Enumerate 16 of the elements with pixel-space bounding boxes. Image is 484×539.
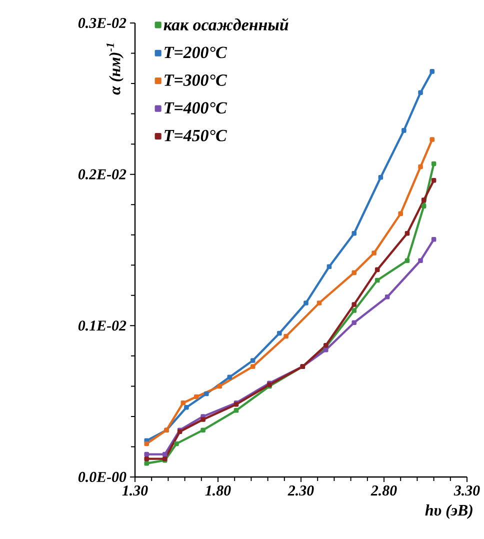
x-tick-label: 1.30 [122,486,148,496]
legend-label: T=300°C [164,74,227,86]
y-tick-label: 0.2E-02 [78,169,126,180]
legend-label: T=200°C [164,46,227,58]
legend-label: T=450°C [164,130,227,142]
x-axis-title: hυ (эВ) [425,504,472,519]
x-tick-label: 1.80 [205,486,231,496]
y-tick-label: 0.3E-02 [78,18,126,28]
x-tick-label: 2.80 [370,486,397,496]
y-tick-label: 0.0E-00 [78,472,126,482]
y-axis-title: α (нм)$^{-1}$ [106,44,124,95]
legend-label: как осажденный [164,18,288,31]
x-tick-label: 2.30 [288,486,314,496]
legend-label: T=400°C [164,102,227,114]
x-tick-label: 3.30 [454,486,480,496]
y-tick-label: 0.1E-02 [78,320,126,331]
